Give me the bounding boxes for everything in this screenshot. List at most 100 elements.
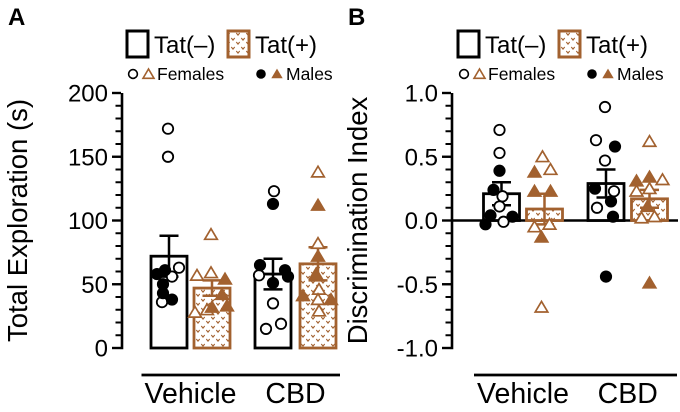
male-data-point [217,271,233,285]
category-label: CBD [598,378,658,410]
female-data-point [310,235,326,250]
legend-tat-neg-label: Tat(–) [154,32,215,59]
y-tick-label: 1.0 [405,81,438,108]
female-data-point [252,269,266,282]
y-tick-label: 0.0 [405,208,438,235]
male-data-point [219,298,235,312]
female-data-point [259,322,273,335]
male-data-point [641,169,658,183]
category-label: Vehicle [477,378,569,410]
legend-tat-neg-label: Tat(–) [485,32,546,59]
female-data-point [526,219,543,233]
male-data-point [266,276,280,290]
y-tick-label: 0.5 [405,144,438,171]
y-axis: -1.0 -0.5 0.0 0.5 1.0 [397,81,454,363]
y-axis: 0 50 100 150 200 [68,81,124,363]
legend-males-label: Males [617,64,664,84]
male-data-point [641,275,658,289]
y-tick-label: 100 [68,208,108,235]
male-data-point [588,182,602,195]
male-data-point [310,197,326,211]
female-circle-icon [458,68,470,80]
male-circle-icon [587,69,597,79]
female-data-point [641,181,658,195]
male-circle-icon [256,69,266,79]
male-data-point [606,210,620,223]
y-tick-label: -1.0 [397,336,438,363]
female-data-point [589,134,603,147]
female-data-point [541,216,558,230]
male-data-point [204,299,220,313]
female-data-point [493,146,506,160]
male-data-point [156,287,170,300]
female-data-point [310,292,326,306]
male-data-point [310,248,326,262]
male-data-point [158,264,172,277]
female-data-point [493,123,506,137]
female-data-point [266,297,280,310]
female-data-point [542,162,559,176]
category-label: CBD [265,378,325,410]
female-data-point [607,185,621,198]
female-data-point [172,261,186,274]
female-data-point [203,265,219,279]
female-data-point [590,201,604,214]
female-data-point [493,200,506,213]
male-data-point [533,229,550,243]
female-data-point [598,100,612,114]
male-data-point [608,140,622,153]
legend-tat-neg-swatch [456,29,481,59]
male-data-point [479,218,492,231]
female-data-point [310,164,326,178]
bar-group [187,227,235,350]
panel-a-label: A [8,4,26,31]
female-data-point [311,303,327,317]
female-data-point [497,215,510,228]
category-label: Vehicle [145,378,237,410]
male-data-point [266,197,280,211]
legend-females-label: Females [157,64,224,84]
panel-a-chart: Tat(–) Tat(+) Females Males 0 50 100 150 200 Tota… [2,29,340,410]
male-data-point [628,173,645,187]
bar-group [252,185,295,350]
legend-tat-pos-swatch [557,29,582,59]
male-data-point [493,164,506,177]
female-data-point [533,299,550,313]
legend: Tat(–) Tat(+) Females Males [456,29,664,84]
legend-tat-pos-swatch [226,29,251,59]
y-axis-title: Discrimination Index [342,96,373,344]
female-data-point [274,317,288,330]
female-data-point [187,304,203,318]
female-data-point [641,133,658,148]
male-triangle-icon [602,68,614,79]
legend-tat-neg-swatch [125,29,150,59]
male-data-point [526,183,543,197]
male-data-point [281,270,295,283]
female-triangle-icon [141,67,156,80]
female-data-point [267,185,281,198]
y-tick-label: 150 [68,144,108,171]
legend: Tat(–) Tat(+) Females Males [125,29,333,84]
y-axis-title: Total Exploration (s) [2,99,33,342]
male-data-point [484,209,497,222]
bar-group [628,133,671,289]
female-data-point [628,183,645,197]
male-data-point [506,210,519,223]
male-data-point [323,292,339,306]
legend-tat-pos-label: Tat(+) [255,32,317,59]
legend-females-label: Females [488,64,555,84]
female-circle-icon [127,68,139,80]
male-data-point [214,286,230,301]
male-data-point [165,293,179,306]
panel-b-chart: Tat(–) Tat(+) Females Males -1.0 -0.5 0.0 0.5 1.… [342,29,678,410]
panel-b-label: B [348,4,366,31]
male-data-point [487,183,500,196]
male-data-point [295,288,311,302]
female-data-point [646,209,663,223]
female-data-point [203,227,219,241]
y-tick-label: 0 [95,336,108,363]
male-data-point [253,259,267,272]
female-data-point [654,172,671,186]
legend-tat-pos-label: Tat(+) [586,32,648,59]
